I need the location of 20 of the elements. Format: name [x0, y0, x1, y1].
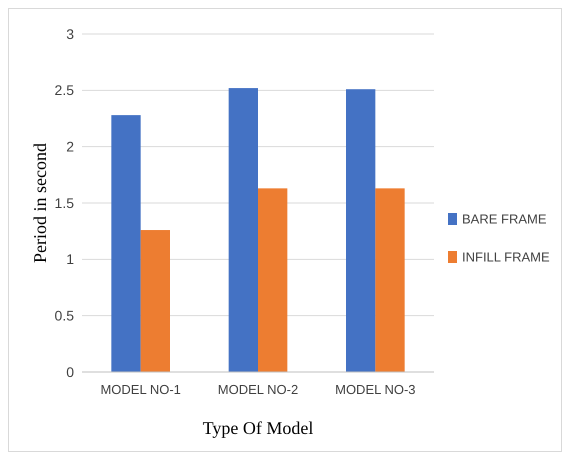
x-tick-label: MODEL NO-1: [100, 382, 181, 397]
y-tick-label: 1.5: [54, 194, 74, 211]
y-tick-label: 0.5: [54, 308, 74, 324]
x-tick-label: MODEL NO-3: [335, 382, 416, 397]
y-tick-label: 3: [66, 26, 74, 42]
bar: [111, 115, 141, 372]
y-tick-label: 1: [66, 251, 74, 268]
y-axis-title: Period in second: [30, 143, 50, 263]
bar: [258, 188, 288, 372]
y-tick-label: 2.5: [54, 82, 74, 98]
y-tick-label: 0: [66, 364, 74, 380]
bar: [375, 188, 405, 372]
y-tick-label: 2: [66, 138, 74, 155]
legend-label: INFILL FRAME: [462, 250, 550, 265]
bar: [228, 88, 258, 372]
bar: [140, 230, 170, 372]
legend-label: BARE FRAME: [462, 212, 547, 227]
x-tick-label: MODEL NO-2: [218, 382, 298, 397]
x-axis-title: Type Of Model: [202, 418, 314, 438]
bar: [346, 89, 376, 372]
